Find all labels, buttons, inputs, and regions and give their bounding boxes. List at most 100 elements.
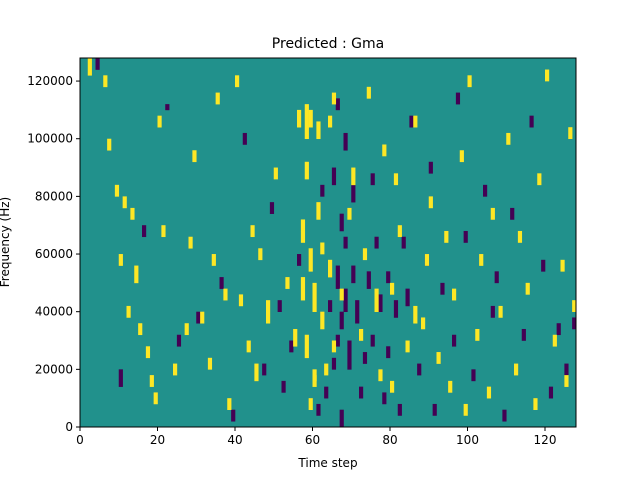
heatmap-cell-high: [568, 127, 573, 140]
heatmap-cell-high: [467, 75, 472, 88]
heatmap-cell-high: [153, 392, 158, 405]
heatmap-cell-low: [118, 369, 123, 387]
heatmap-cell-high: [130, 207, 135, 220]
y-tick-label: 120000: [27, 74, 73, 88]
heatmap-cell-high: [312, 369, 317, 382]
heatmap-cell-low: [490, 305, 495, 318]
heatmap-cell-high: [390, 282, 395, 295]
heatmap-cell-low: [529, 115, 534, 128]
heatmap-cell-high: [378, 369, 383, 382]
heatmap-cell-high: [258, 248, 263, 261]
heatmap-cell-high: [200, 311, 205, 324]
heatmap-cell-high: [227, 398, 232, 410]
heatmap-cell-high: [514, 363, 519, 376]
x-tick-label: 80: [382, 433, 397, 447]
heatmap-cell-high: [552, 334, 557, 347]
heatmap-cell-low: [382, 392, 387, 405]
heatmap-cell-high: [254, 363, 259, 382]
heatmap-cell-high: [339, 288, 344, 301]
heatmap-cell-high: [463, 403, 468, 416]
heatmap-cell-low: [335, 265, 340, 289]
heatmap-cell-high: [479, 254, 484, 266]
y-axis-label: Frequency (Hz): [0, 197, 12, 288]
chart-title: Predicted : Gma: [272, 36, 384, 52]
heatmap-cell-high: [537, 173, 542, 186]
heatmap-cell-low: [370, 173, 375, 186]
heatmap-cell-high: [300, 230, 306, 243]
x-tick-label: 20: [150, 433, 165, 447]
heatmap-cell-high: [331, 92, 337, 105]
heatmap-cell-high: [207, 357, 213, 370]
heatmap-cell-high: [134, 265, 139, 284]
heatmap-cell-low: [343, 236, 348, 249]
heatmap-cells: [87, 58, 577, 428]
heatmap-cell-high: [328, 259, 333, 278]
heatmap-cell-low: [316, 403, 321, 416]
heatmap-cell-high: [517, 230, 523, 243]
heatmap-cell-high: [235, 75, 240, 88]
heatmap-cell-high: [331, 340, 337, 353]
heatmap-cell-high: [161, 225, 166, 238]
heatmap-cell-high: [366, 86, 371, 99]
heatmap-cell-low: [386, 346, 391, 359]
heatmap-cell-high: [300, 219, 306, 232]
heatmap-cell-high: [300, 277, 306, 301]
x-tick-label: 100: [456, 433, 479, 447]
heatmap-cell-high: [448, 380, 453, 393]
heatmap-cell-high: [413, 305, 418, 324]
y-tick-label: 0: [65, 420, 73, 434]
heatmap-cell-high: [293, 328, 298, 347]
x-tick-label: 0: [76, 433, 84, 447]
heatmap-cell-high: [250, 225, 255, 238]
heatmap-cell-high: [498, 305, 503, 318]
heatmap-cell-high: [475, 328, 480, 341]
y-tick-label: 100000: [27, 132, 73, 146]
heatmap-cell-low: [564, 363, 569, 376]
y-tick-label: 20000: [35, 362, 73, 376]
heatmap-cell-low: [219, 277, 224, 289]
heatmap-cell-high: [304, 104, 309, 140]
x-tick-label: 120: [534, 433, 557, 447]
plot-area: [80, 58, 577, 428]
heatmap-cell-high: [424, 254, 430, 266]
heatmap-cell-low: [440, 282, 445, 295]
heatmap-cell-low: [331, 167, 337, 186]
heatmap-cell-low: [281, 380, 286, 393]
heatmap-cell-high: [223, 288, 228, 301]
heatmap-cell-high: [308, 248, 313, 272]
heatmap-cell-low: [432, 403, 437, 416]
y-tick-label: 60000: [35, 247, 73, 261]
heatmap-cell-low: [378, 294, 383, 312]
heatmap-cell-low: [339, 311, 344, 330]
heatmap-cell-low: [320, 184, 325, 197]
heatmap-cell-low: [483, 184, 488, 197]
heatmap-cell-high: [316, 121, 321, 140]
heatmap-cell-low: [324, 386, 329, 399]
heatmap-cell-high: [525, 282, 530, 295]
heatmap-cell-high: [320, 311, 325, 330]
heatmap-cell-low: [95, 58, 100, 70]
heatmap-cell-low: [355, 300, 360, 324]
heatmap-cell-low: [463, 230, 468, 243]
heatmap-cell-low: [366, 271, 371, 289]
heatmap-cell-high: [126, 305, 131, 318]
heatmap-cell-low: [572, 317, 577, 330]
heatmap-cell-high: [304, 161, 309, 180]
heatmap-cell-low: [397, 403, 402, 416]
heatmap-cell-high: [297, 109, 302, 128]
heatmap-cell-high: [390, 380, 395, 393]
heatmap-cell-high: [428, 196, 433, 209]
heatmap-cell-low: [502, 409, 507, 422]
heatmap-cell-low: [269, 202, 275, 214]
y-tick-label: 80000: [35, 189, 73, 203]
heatmap-cell-low: [297, 254, 302, 266]
heatmap-cell-low: [176, 334, 182, 347]
heatmap-cell-high: [122, 196, 127, 209]
heatmap-cell-low: [548, 386, 554, 399]
x-axis: 0 20 40 60 80 100 120: [76, 427, 556, 447]
heatmap-cell-high: [347, 207, 352, 220]
heatmap-cell-high: [362, 248, 368, 261]
heatmap-cell-high: [266, 300, 271, 324]
heatmap-cell-high: [211, 254, 216, 266]
plot-frame: [79, 57, 577, 428]
